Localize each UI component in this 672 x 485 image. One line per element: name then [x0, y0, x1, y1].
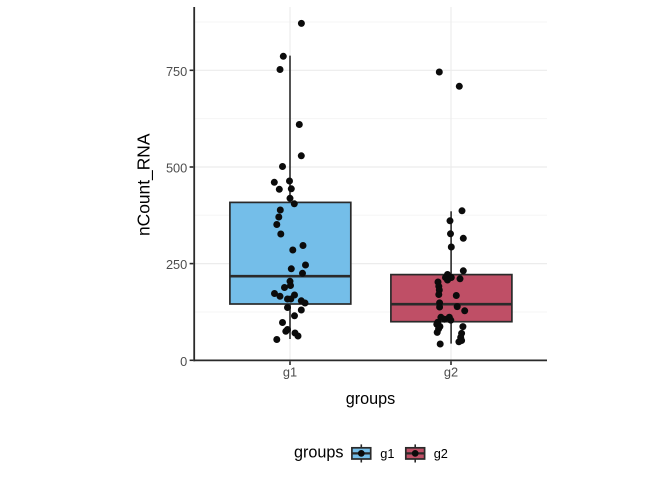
svg-text:groups: groups [346, 390, 396, 408]
svg-text:groups: groups [294, 443, 344, 461]
svg-text:750: 750 [166, 64, 187, 79]
svg-text:500: 500 [166, 161, 187, 176]
svg-text:0: 0 [180, 354, 187, 369]
svg-text:g2: g2 [434, 446, 448, 461]
svg-text:250: 250 [166, 257, 187, 272]
svg-text:g2: g2 [444, 365, 458, 380]
svg-text:nCount_RNA: nCount_RNA [134, 133, 154, 236]
svg-text:g1: g1 [380, 446, 394, 461]
svg-text:g1: g1 [283, 365, 297, 380]
